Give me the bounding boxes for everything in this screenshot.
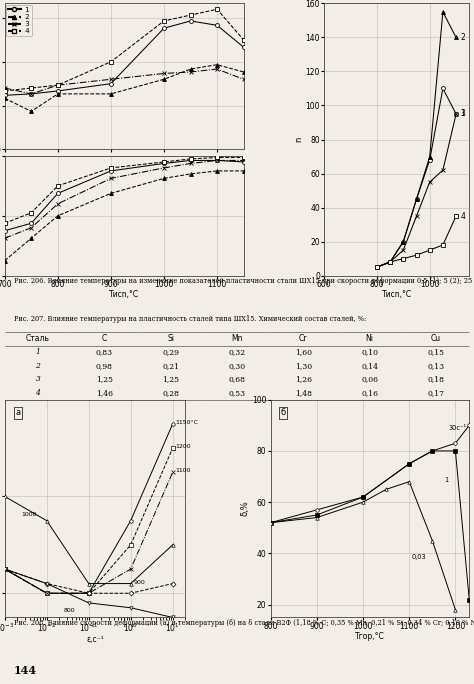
Text: 1000: 1000 (22, 512, 37, 518)
Text: 2: 2 (460, 33, 465, 42)
Text: 800: 800 (64, 608, 75, 613)
Text: 1: 1 (444, 477, 448, 483)
Text: 0,03: 0,03 (412, 553, 427, 560)
Text: Рис. 207. Влияние температуры на пластичность сталей типа ШХ15. Химический соста: Рис. 207. Влияние температуры на пластич… (14, 315, 366, 324)
Text: a: a (16, 408, 21, 417)
X-axis label: Tиcn,°C: Tиcn,°C (382, 290, 412, 299)
X-axis label: ε,c⁻¹: ε,c⁻¹ (86, 635, 104, 644)
Y-axis label: n: n (294, 137, 303, 142)
Text: 1200: 1200 (175, 444, 191, 449)
Text: 900: 900 (134, 579, 145, 585)
Text: Рис. 208. Влияние скорости деформации (а) и температуры (б) на δ стали В2Ф (1,18: Рис. 208. Влияние скорости деформации (а… (14, 619, 474, 627)
Y-axis label: δ,%: δ,% (240, 501, 249, 516)
Text: 1100: 1100 (175, 469, 191, 473)
Text: 1: 1 (460, 109, 465, 118)
X-axis label: Tиcn,°C: Tиcn,°C (109, 290, 139, 299)
Text: Рис. 206. Влияние температуры на изменение показателей пластичности стали ШХ15 п: Рис. 206. Влияние температуры на изменен… (14, 277, 474, 285)
Text: 1150°C: 1150°C (175, 420, 199, 425)
Text: б: б (281, 408, 286, 417)
Text: 4: 4 (460, 211, 465, 220)
Text: 144: 144 (14, 665, 37, 676)
X-axis label: Tгор,°C: Tгор,°C (355, 632, 385, 641)
Legend:  1,  2,  3,  4: 1, 2, 3, 4 (6, 5, 32, 36)
Text: 30c⁻¹: 30c⁻¹ (449, 425, 467, 432)
Text: 3: 3 (460, 109, 465, 118)
